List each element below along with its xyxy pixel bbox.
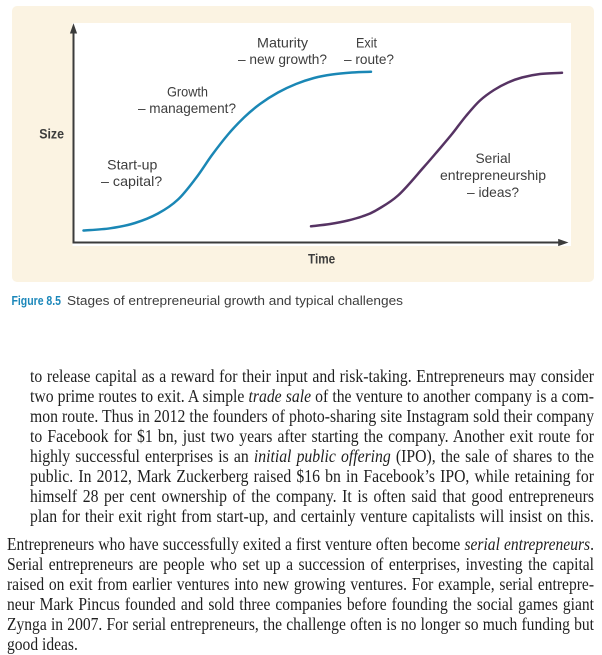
svg-text:– new growth?: – new growth? xyxy=(238,51,327,67)
svg-text:Exit: Exit xyxy=(356,35,377,51)
svg-text:Figure 8.5: Figure 8.5 xyxy=(12,294,62,308)
svg-text:Stages of entrepreneurial grow: Stages of entrepreneurial growth and typ… xyxy=(67,294,403,308)
svg-text:Time: Time xyxy=(308,251,335,267)
svg-text:entrepreneurship: entrepreneurship xyxy=(440,167,546,183)
svg-text:– capital?: – capital? xyxy=(101,173,162,189)
svg-text:Maturity: Maturity xyxy=(257,35,308,51)
svg-text:– management?: – management? xyxy=(138,100,236,116)
svg-text:Serial: Serial xyxy=(476,150,511,166)
svg-text:– route?: – route? xyxy=(344,51,394,67)
svg-text:Start-up: Start-up xyxy=(107,157,157,173)
svg-text:– ideas?: – ideas? xyxy=(467,184,519,200)
svg-text:Growth: Growth xyxy=(167,84,208,100)
svg-text:Size: Size xyxy=(39,126,64,142)
